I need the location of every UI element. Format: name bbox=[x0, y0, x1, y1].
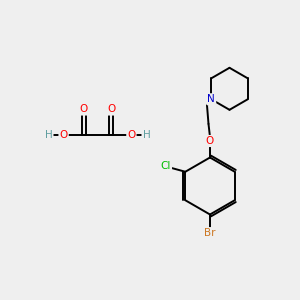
Text: O: O bbox=[127, 130, 136, 140]
Text: H: H bbox=[142, 130, 150, 140]
Text: H: H bbox=[45, 130, 52, 140]
Text: O: O bbox=[107, 104, 115, 115]
Text: Br: Br bbox=[204, 228, 216, 238]
Text: O: O bbox=[80, 104, 88, 115]
Text: O: O bbox=[206, 136, 214, 146]
Text: N: N bbox=[207, 94, 215, 104]
Text: O: O bbox=[59, 130, 68, 140]
Text: Cl: Cl bbox=[160, 161, 171, 171]
